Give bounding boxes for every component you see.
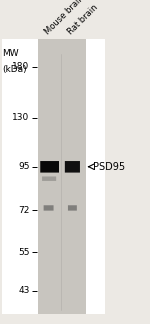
Text: MW: MW bbox=[3, 49, 19, 58]
Text: 130: 130 bbox=[12, 113, 29, 122]
Text: 95: 95 bbox=[18, 162, 29, 171]
Text: Rat brain: Rat brain bbox=[66, 3, 100, 37]
FancyBboxPatch shape bbox=[38, 39, 86, 314]
Text: 43: 43 bbox=[18, 286, 29, 295]
Text: PSD95: PSD95 bbox=[93, 162, 125, 172]
FancyBboxPatch shape bbox=[44, 205, 54, 211]
FancyBboxPatch shape bbox=[68, 205, 77, 211]
FancyBboxPatch shape bbox=[40, 161, 59, 173]
Text: 55: 55 bbox=[18, 248, 29, 257]
Text: (kDa): (kDa) bbox=[3, 65, 27, 74]
FancyBboxPatch shape bbox=[65, 161, 80, 173]
Text: 72: 72 bbox=[18, 206, 29, 214]
Text: 180: 180 bbox=[12, 62, 29, 71]
Text: Mouse brain: Mouse brain bbox=[43, 0, 86, 37]
FancyBboxPatch shape bbox=[42, 177, 56, 181]
